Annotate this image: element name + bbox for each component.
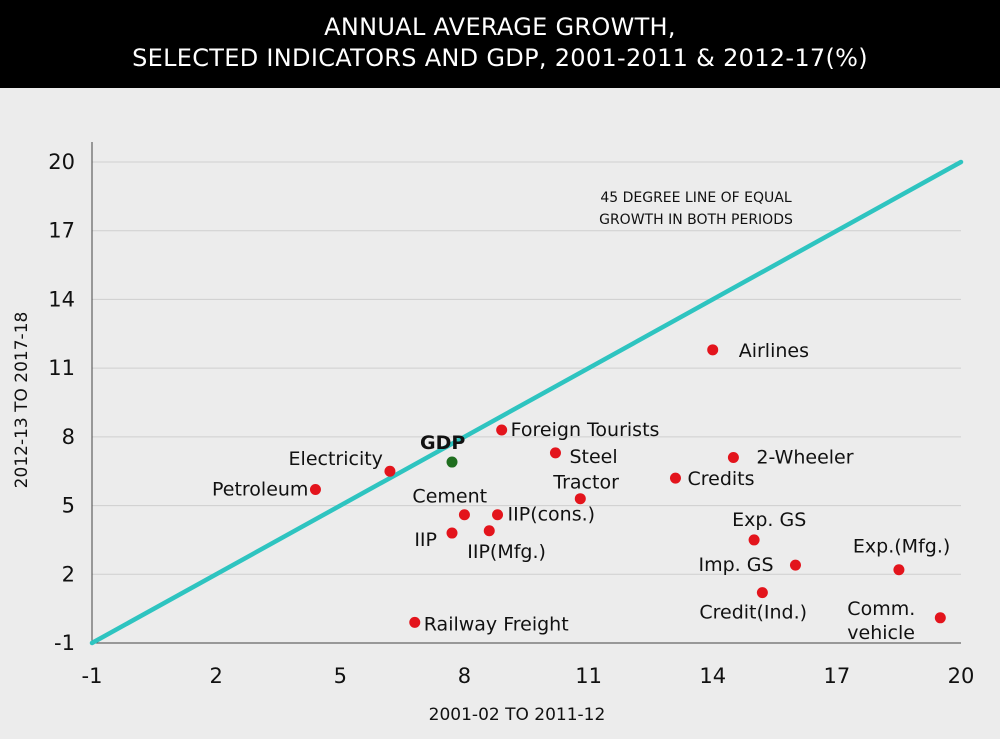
point-label-iip-cons: IIP(cons.): [508, 504, 596, 526]
point-imp-gs: [789, 559, 801, 571]
point-label-exp-mfg: Exp.(Mfg.): [853, 536, 950, 558]
equal-growth-line: [89, 159, 964, 646]
equal-growth-line-label-2: GROWTH IN BOTH PERIODS: [599, 212, 793, 228]
point-label-railway-freight: Railway Freight: [424, 613, 569, 635]
point-exp-mfg: [893, 564, 905, 576]
point-label-imp-gs: Imp. GS: [698, 554, 773, 576]
x-tick-label: 5: [334, 664, 347, 688]
point-label-comm-vehicle: Comm. vehicle: [847, 598, 915, 644]
point-2-wheeler: [727, 451, 739, 463]
point-label-tractor: Tractor: [552, 472, 619, 494]
point-railway-freight: [409, 616, 421, 628]
y-axis-label: 2012-13 TO 2017-18: [12, 312, 32, 489]
y-tick-label: 20: [48, 150, 75, 174]
point-label-steel: Steel: [569, 446, 617, 468]
point-comm-vehicle: [934, 612, 946, 624]
point-iip-mfg: [483, 525, 495, 537]
x-tick-label: 8: [458, 664, 471, 688]
point-label-electricity: Electricity: [289, 448, 383, 470]
point-tractor: [574, 493, 586, 505]
point-label-exp-gs: Exp. GS: [732, 509, 806, 531]
chart-title-line-2: SELECTED INDICATORS AND GDP, 2001-2011 &…: [132, 44, 868, 72]
y-tick-label: 14: [48, 287, 75, 311]
point-label-cement: Cement: [412, 486, 487, 508]
point-label-credits: Credits: [687, 468, 754, 490]
data-points: GDP Electricity Petroleum Foreign Tourists S…: [212, 340, 950, 644]
point-electricity: [384, 465, 396, 477]
point-foreign-tourists: [496, 424, 508, 436]
x-tick-label: 20: [948, 664, 975, 688]
point-label-foreign-tourists: Foreign Tourists: [511, 419, 660, 441]
x-tick-label: 11: [575, 664, 602, 688]
point-cement: [458, 509, 470, 521]
x-tick-label: -1: [82, 664, 103, 688]
point-label-iip-mfg: IIP(Mfg.): [467, 541, 546, 563]
point-label-gdp: GDP: [420, 432, 465, 454]
y-axis-ticks: 20 17 14 11 8 5 2 -1: [48, 150, 75, 655]
y-tick-label: 11: [48, 356, 75, 380]
y-tick-label: 8: [62, 425, 75, 449]
point-label-iip: IIP: [414, 529, 437, 551]
point-exp-gs: [748, 534, 760, 546]
point-petroleum: [309, 484, 321, 496]
point-iip: [446, 527, 458, 539]
point-label-petroleum: Petroleum: [212, 479, 308, 501]
point-credits: [669, 472, 681, 484]
point-steel: [549, 447, 561, 459]
point-label-credit-ind: Credit(Ind.): [699, 602, 807, 624]
equal-growth-line-label-1: 45 DEGREE LINE OF EQUAL: [600, 190, 792, 206]
point-label-2-wheeler: 2-Wheeler: [756, 446, 853, 468]
gridlines: [92, 161, 961, 575]
y-tick-label: 5: [62, 494, 75, 518]
point-label-airlines: Airlines: [739, 340, 809, 362]
point-credit-ind: [756, 587, 768, 599]
x-tick-label: 2: [209, 664, 222, 688]
chart-title: ANNUAL AVERAGE GROWTH, SELECTED INDICATO…: [0, 0, 1000, 88]
y-tick-label: 2: [62, 562, 75, 586]
x-axis-ticks: -1 2 5 8 11 14 17 20: [82, 664, 975, 688]
y-tick-label: -1: [54, 631, 75, 655]
point-airlines: [707, 344, 719, 356]
y-tick-label: 17: [48, 219, 75, 243]
x-tick-label: 14: [699, 664, 726, 688]
point-iip-cons: [492, 509, 504, 521]
chart-title-line-1: ANNUAL AVERAGE GROWTH,: [324, 13, 676, 41]
x-tick-label: 17: [823, 664, 850, 688]
x-axis-label: 2001-02 TO 2011-12: [429, 705, 606, 725]
point-gdp: [446, 456, 458, 468]
